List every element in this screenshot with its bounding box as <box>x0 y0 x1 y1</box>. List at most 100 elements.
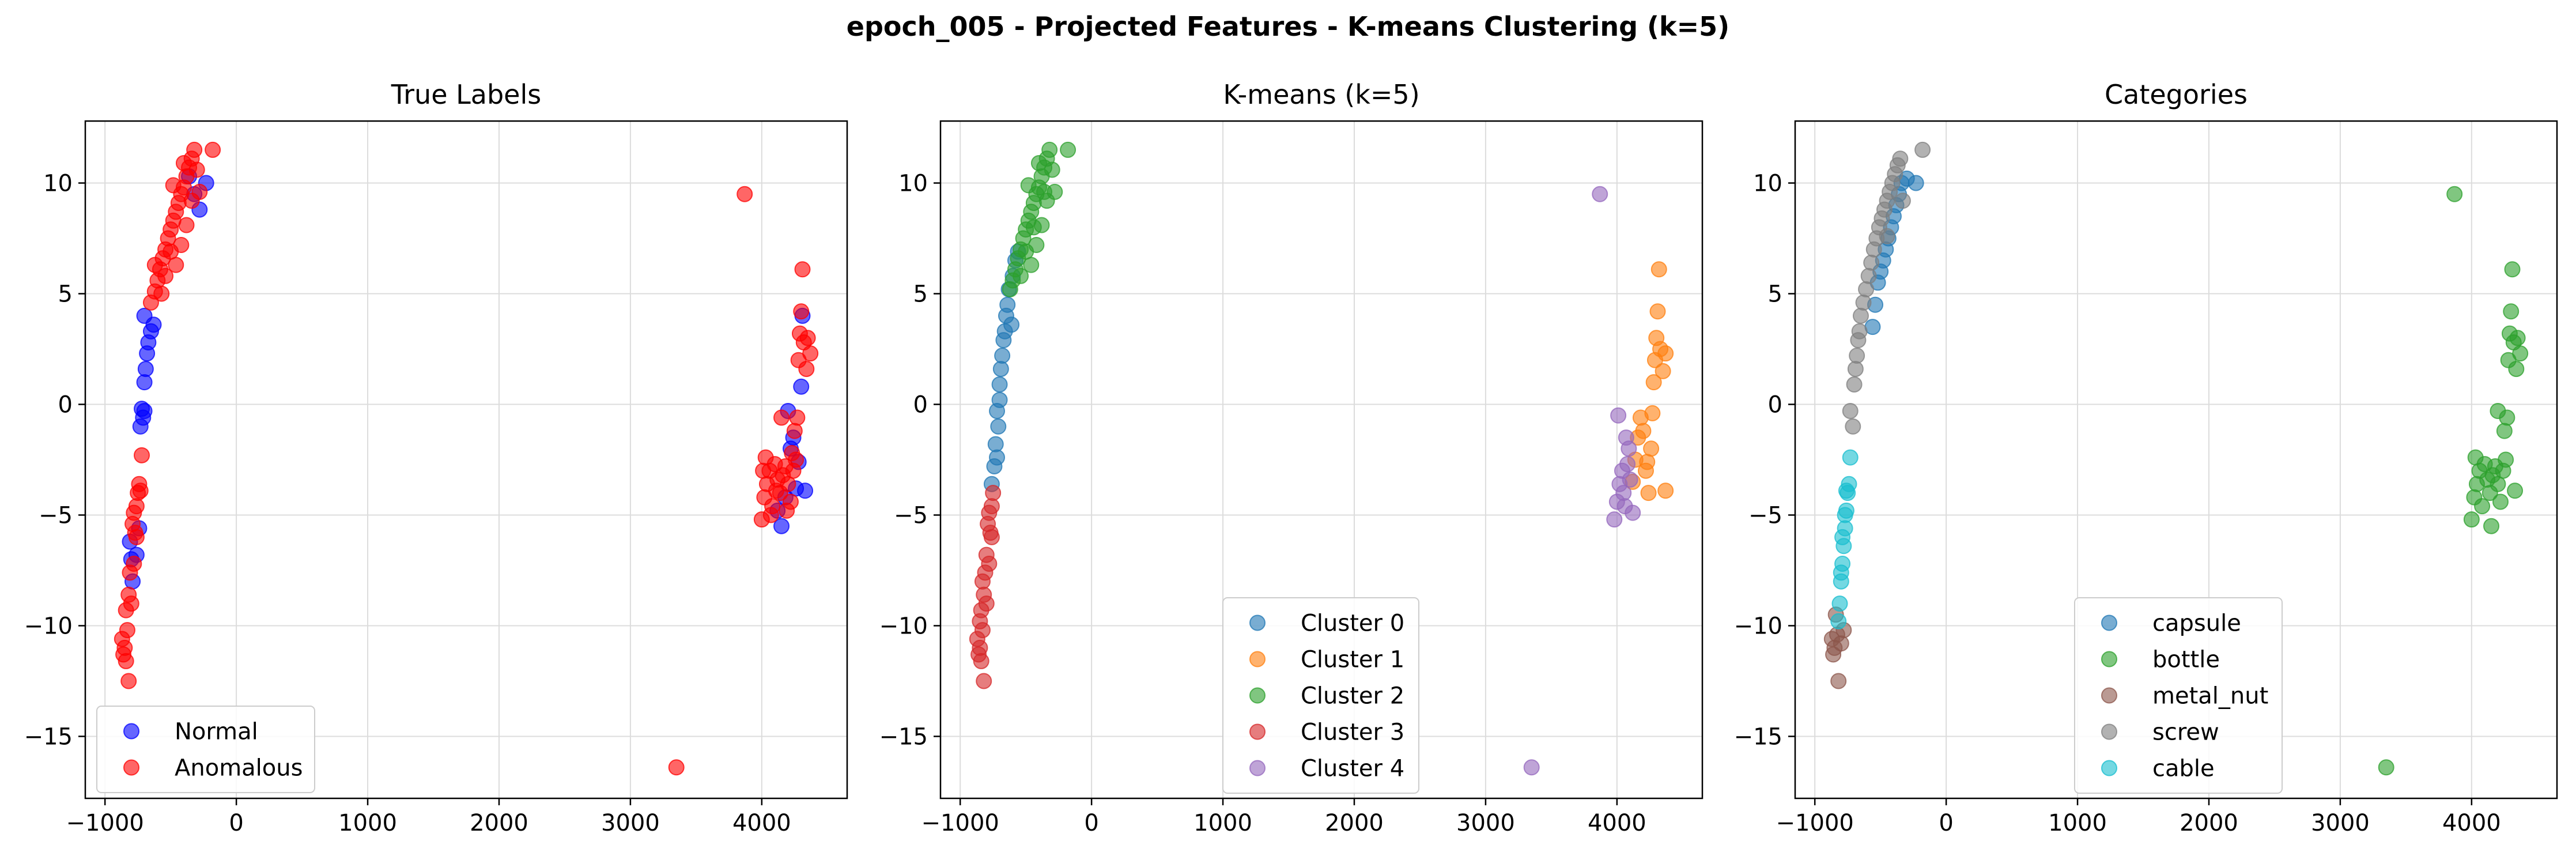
scatter-point <box>1625 504 1641 521</box>
scatter-point <box>1041 141 1058 158</box>
scatter-point <box>1060 141 1077 158</box>
y-tick-label: −10 <box>24 613 73 639</box>
scatter-point <box>1851 323 1868 340</box>
y-tick-label: 10 <box>43 171 73 197</box>
x-tick-label: 3000 <box>2311 810 2370 836</box>
scatter-point <box>1838 482 1854 499</box>
scatter-point <box>985 485 1002 501</box>
legend-label: capsule <box>2152 610 2241 637</box>
x-tick-label: 1000 <box>338 810 397 836</box>
legend-box <box>2074 597 2283 794</box>
x-tick-label: −1000 <box>1776 810 1854 836</box>
scatter-point <box>163 243 179 260</box>
scatter-point <box>793 303 810 320</box>
plot-frame <box>939 120 1704 800</box>
scatter-point <box>1649 303 1666 320</box>
scatter-point <box>2492 493 2509 510</box>
legend: Cluster 0 Cluster 1 Cluster 2 Cluster 3 Clus… <box>1222 597 1419 794</box>
scatter-point <box>1610 407 1627 424</box>
scatter-point <box>992 361 1009 378</box>
scatter-point <box>1018 243 1034 260</box>
scatter-point <box>157 267 174 284</box>
scatter-point <box>1044 161 1060 178</box>
y-tick-label: 10 <box>1753 171 1782 197</box>
scatter-point <box>978 595 995 612</box>
x-tick-label: 2000 <box>1325 810 1384 836</box>
scatter-point <box>1863 254 1880 271</box>
scatter-point <box>1606 511 1623 528</box>
scatter-point <box>1842 403 1859 420</box>
scatter-point <box>116 639 133 656</box>
legend-box <box>1222 597 1419 794</box>
legend-marker <box>2101 614 2117 631</box>
legend-marker <box>123 759 139 776</box>
scatter-point <box>1020 177 1037 194</box>
scatter-point <box>1030 154 1047 171</box>
scatter-point <box>2504 261 2521 278</box>
scatter-point <box>1830 613 1847 629</box>
scatter-point <box>1860 267 1877 284</box>
scatter-point <box>165 177 182 194</box>
scatter-point <box>1837 507 1853 523</box>
scatter-point <box>205 141 221 158</box>
scatter-point <box>120 673 137 689</box>
series-cluster-3 <box>969 485 1002 689</box>
scatter-point <box>186 141 203 158</box>
scatter-point <box>1643 440 1660 457</box>
scatter-point <box>972 639 988 656</box>
legend-label: metal_nut <box>2152 683 2268 710</box>
legend-label: Normal <box>175 719 258 745</box>
scatter-point <box>1908 175 1924 191</box>
legend-marker <box>2101 723 2117 740</box>
x-tick-label: −1000 <box>921 810 999 836</box>
scatter-point <box>983 498 1000 515</box>
scatter-point <box>773 409 790 426</box>
x-tick-label: 1000 <box>1193 810 1252 836</box>
series-cluster-2 <box>1002 141 1077 297</box>
scatter-point <box>1833 635 1849 652</box>
scatter-point <box>978 546 995 563</box>
y-tick-label: −15 <box>24 723 73 750</box>
scatter-point <box>118 653 134 669</box>
scatter-point <box>128 529 145 545</box>
scatter-point <box>132 482 149 499</box>
y-tick-label: 10 <box>898 171 928 197</box>
legend-label: Cluster 1 <box>1301 647 1404 673</box>
legend-marker <box>1249 651 1266 668</box>
scatter-point <box>2507 482 2524 499</box>
scatter-point <box>1003 316 1020 333</box>
scatter-point <box>1655 363 1671 379</box>
scatter-point <box>1657 345 1674 362</box>
legend-label: cable <box>2152 756 2215 782</box>
x-tick-label: 0 <box>229 810 243 836</box>
scatter-point <box>175 154 192 171</box>
scatter-point <box>976 673 992 689</box>
series-cluster-1 <box>1625 261 1674 501</box>
scatter-point <box>1622 472 1638 488</box>
series-screw <box>1842 141 1931 435</box>
panel-title: K-means (k=5) <box>1223 79 1419 110</box>
scatter-point <box>2483 518 2500 534</box>
scatter-point <box>1842 449 1859 466</box>
scatter-point <box>1619 456 1636 473</box>
scatter-point <box>989 449 1006 466</box>
scatter-point <box>1621 440 1637 457</box>
scatter-point <box>1879 228 1895 244</box>
x-tick-label: 4000 <box>1588 810 1646 836</box>
scatter-point <box>2503 303 2520 320</box>
panel-1: −1000 0 1000 2000 3000 4000 −15 −10 −5 0 5 10 True L… <box>24 79 848 836</box>
y-tick-label: 5 <box>58 281 73 308</box>
x-tick-label: 4000 <box>2442 810 2501 836</box>
plot-frame <box>84 120 848 800</box>
scatter-point <box>1855 294 1872 311</box>
legend-label: bottle <box>2152 647 2220 673</box>
legend-marker <box>123 723 139 740</box>
scatter-point <box>755 462 772 479</box>
scatter-point <box>799 330 816 346</box>
scatter-point <box>1025 219 1042 236</box>
panel-2: −1000 0 1000 2000 3000 4000 −15 −10 −5 0 5 10 K-mean… <box>879 79 1704 836</box>
scatter-point <box>1615 485 1632 501</box>
scatter-point <box>1833 564 1849 581</box>
legend-label: Cluster 0 <box>1301 610 1404 637</box>
